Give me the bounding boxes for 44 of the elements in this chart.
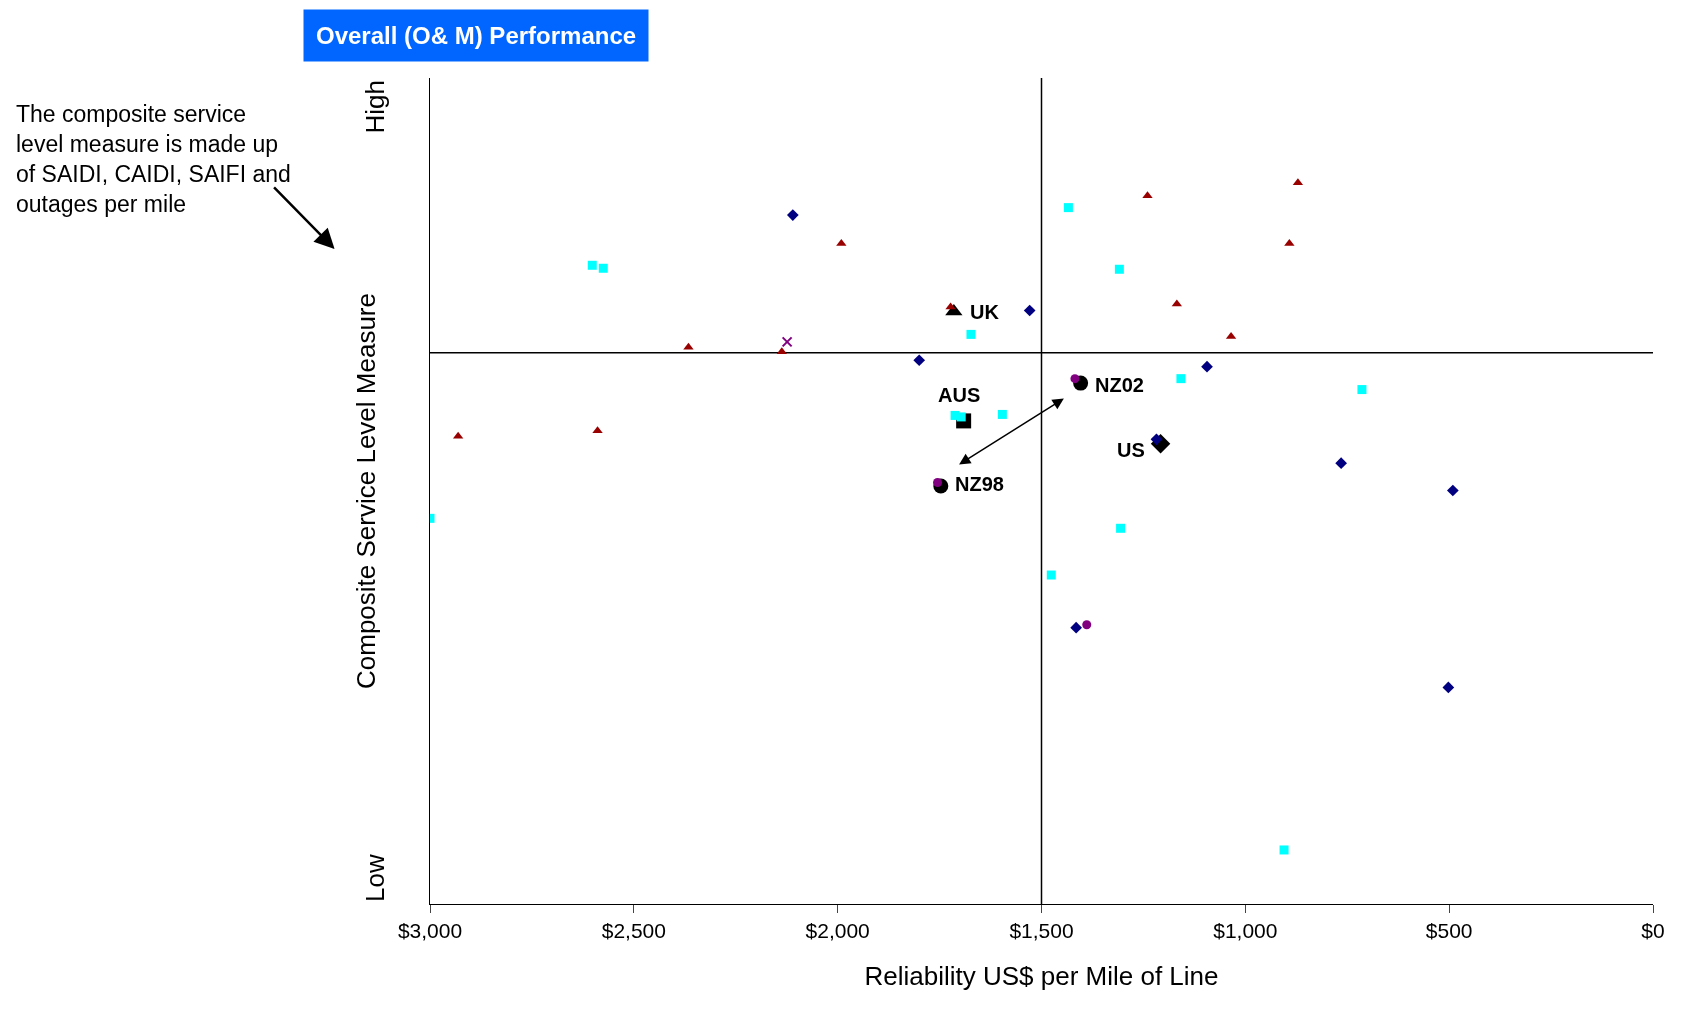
point	[587, 260, 597, 270]
point	[1023, 304, 1036, 317]
x-tick-label: $500	[1425, 919, 1473, 943]
point	[1082, 620, 1092, 630]
annotation: NZ02	[1095, 374, 1144, 396]
point	[786, 209, 799, 221]
point	[781, 336, 793, 348]
point	[913, 354, 926, 367]
text: Low	[359, 854, 390, 902]
x-tick-label: $1,000	[1213, 919, 1278, 943]
point	[997, 409, 1007, 419]
point	[1442, 681, 1455, 694]
point	[1070, 621, 1082, 634]
annotation: US	[1117, 439, 1145, 461]
x-tick-label: $2,000	[805, 919, 870, 943]
point	[1116, 523, 1126, 533]
x-tick-label: $1,500	[1009, 919, 1074, 943]
text: The composite service level measure is made up of SAIDI, CAIDI, SAIFI and outages per mile	[16, 101, 291, 217]
x-tick-label: $0	[1641, 919, 1665, 943]
point	[1176, 374, 1186, 384]
point	[1357, 385, 1367, 395]
annotation: AUS	[938, 384, 981, 406]
point	[598, 263, 608, 273]
annotation: UK	[970, 301, 1000, 323]
point	[1335, 457, 1347, 470]
x-tick-label: $2,500	[601, 919, 666, 943]
point	[1284, 238, 1295, 246]
y-axis-title: Composite Service Level Measure	[351, 293, 382, 689]
point	[1070, 374, 1080, 384]
point	[966, 329, 976, 339]
point	[836, 238, 847, 246]
x-axis-title: Reliability US$ per Mile of Line	[864, 960, 1219, 991]
point	[683, 342, 694, 350]
point	[1063, 203, 1073, 213]
annotation: NZ98	[955, 473, 1004, 495]
point	[1046, 570, 1056, 580]
point	[1279, 845, 1289, 855]
point	[1201, 360, 1213, 373]
point	[592, 426, 603, 434]
point	[1446, 484, 1459, 497]
x-tick-label: $3,000	[397, 919, 463, 943]
chart-title: Overall (O& M) Performance	[316, 22, 637, 49]
point	[1114, 264, 1124, 274]
text: High	[360, 79, 391, 134]
